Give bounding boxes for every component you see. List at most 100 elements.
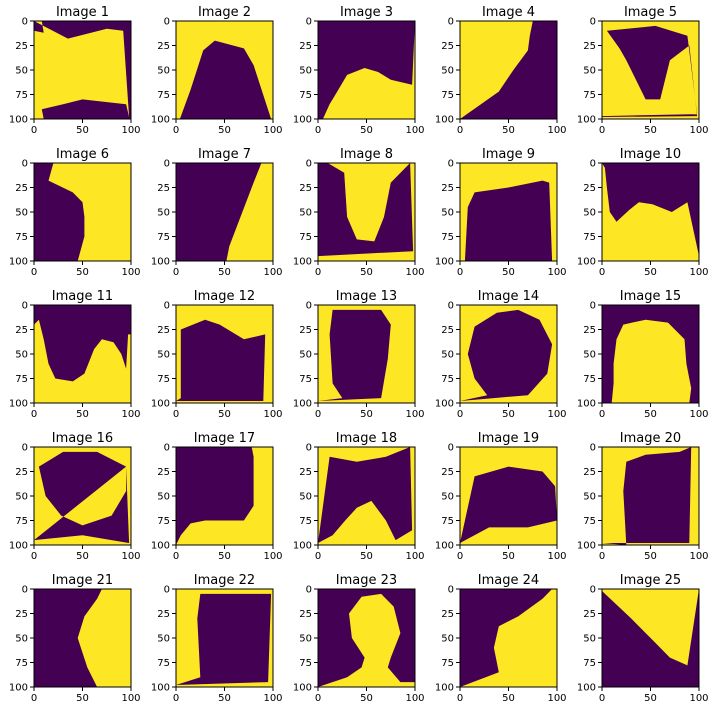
x-tick-label: 0: [31, 125, 37, 136]
x-tick-label: 50: [218, 693, 231, 704]
y-tick-label: 100: [435, 541, 454, 552]
x-tick-label: 0: [599, 551, 605, 562]
panel-title: Image 9: [482, 147, 535, 162]
x-tick-label: 0: [599, 267, 605, 278]
x-tick-label: 0: [173, 551, 179, 562]
y-tick-label: 100: [577, 541, 596, 552]
y-tick-label: 25: [299, 325, 312, 336]
panel-title: Image 22: [194, 573, 255, 588]
y-tick-label: 75: [299, 90, 312, 101]
x-tick-label: 50: [218, 125, 231, 136]
x-tick-label: 0: [599, 409, 605, 420]
y-tick-label: 25: [157, 609, 170, 620]
x-tick-label: 100: [405, 693, 424, 704]
x-tick-label: 50: [360, 693, 373, 704]
x-tick-label: 50: [502, 125, 515, 136]
panel-title: Image 10: [620, 147, 681, 162]
y-tick-label: 0: [306, 301, 312, 312]
x-tick-label: 100: [547, 267, 566, 278]
y-tick-label: 100: [293, 257, 312, 268]
x-tick-label: 0: [31, 693, 37, 704]
y-tick-label: 75: [157, 516, 170, 527]
x-tick-label: 0: [457, 693, 463, 704]
panel-title: Image 7: [198, 147, 251, 162]
x-tick-label: 100: [263, 125, 282, 136]
x-tick-label: 50: [218, 267, 231, 278]
panel-title: Image 25: [620, 573, 681, 588]
panel-8: Image 80 50 1000255075100: [293, 147, 425, 278]
y-tick-label: 100: [435, 257, 454, 268]
x-tick-label: 50: [502, 693, 515, 704]
y-tick-label: 25: [299, 467, 312, 478]
x-tick-label: 100: [405, 551, 424, 562]
y-tick-label: 75: [299, 374, 312, 385]
y-tick-label: 50: [157, 634, 170, 645]
y-tick-label: 75: [15, 374, 28, 385]
panel-title: Image 1: [56, 5, 109, 20]
y-tick-label: 0: [306, 159, 312, 170]
y-tick-label: 50: [299, 350, 312, 361]
x-tick-label: 100: [547, 693, 566, 704]
y-tick-label: 75: [583, 516, 596, 527]
y-tick-label: 0: [164, 301, 170, 312]
y-tick-label: 25: [15, 325, 28, 336]
x-tick-label: 0: [315, 125, 321, 136]
y-tick-label: 75: [157, 232, 170, 243]
x-tick-label: 50: [360, 125, 373, 136]
y-tick-label: 50: [583, 66, 596, 77]
y-tick-label: 100: [151, 257, 170, 268]
x-tick-label: 50: [502, 267, 515, 278]
panel-title: Image 12: [194, 289, 255, 304]
panel-16: Image 160 50 1000255075100: [9, 431, 141, 562]
panel-17: Image 170 50 1000255075100: [151, 431, 283, 562]
x-tick-label: 50: [218, 409, 231, 420]
panel-7: Image 70 50 1000255075100: [151, 147, 283, 278]
x-tick-label: 100: [547, 551, 566, 562]
x-tick-label: 100: [689, 693, 708, 704]
x-tick-label: 50: [502, 409, 515, 420]
panel-title: Image 13: [336, 289, 397, 304]
y-tick-label: 0: [164, 443, 170, 454]
y-tick-label: 100: [9, 115, 28, 126]
y-tick-label: 75: [15, 232, 28, 243]
y-tick-label: 75: [15, 90, 28, 101]
y-tick-label: 50: [15, 350, 28, 361]
panel-title: Image 2: [198, 5, 251, 20]
panel-title: Image 5: [624, 5, 677, 20]
panel-20: Image 200 50 1000255075100: [577, 431, 709, 562]
y-tick-label: 50: [583, 492, 596, 503]
y-tick-label: 100: [9, 399, 28, 410]
y-tick-label: 0: [590, 159, 596, 170]
x-tick-label: 0: [31, 267, 37, 278]
x-tick-label: 50: [644, 693, 657, 704]
x-tick-label: 0: [173, 267, 179, 278]
y-tick-label: 25: [583, 609, 596, 620]
y-tick-label: 25: [157, 325, 170, 336]
x-tick-label: 0: [31, 551, 37, 562]
y-tick-label: 50: [157, 66, 170, 77]
y-tick-label: 25: [299, 183, 312, 194]
y-tick-label: 0: [590, 585, 596, 596]
panel-title: Image 17: [194, 431, 255, 446]
y-tick-label: 25: [15, 609, 28, 620]
panel-4: Image 40 50 1000255075100: [435, 5, 567, 136]
x-tick-label: 50: [218, 551, 231, 562]
panel-10: Image 100 50 1000255075100: [577, 147, 709, 278]
panel-title: Image 11: [52, 289, 113, 304]
y-tick-label: 50: [299, 634, 312, 645]
x-tick-label: 100: [263, 693, 282, 704]
y-tick-label: 50: [299, 208, 312, 219]
panel-25: Image 250 50 1000255075100: [577, 573, 709, 704]
x-tick-label: 100: [121, 693, 140, 704]
x-tick-label: 50: [644, 267, 657, 278]
y-tick-label: 0: [22, 159, 28, 170]
y-tick-label: 50: [441, 66, 454, 77]
y-tick-label: 100: [577, 683, 596, 694]
x-tick-label: 0: [31, 409, 37, 420]
panel-5: Image 50 50 1000255075100: [577, 5, 709, 136]
y-tick-label: 75: [299, 516, 312, 527]
